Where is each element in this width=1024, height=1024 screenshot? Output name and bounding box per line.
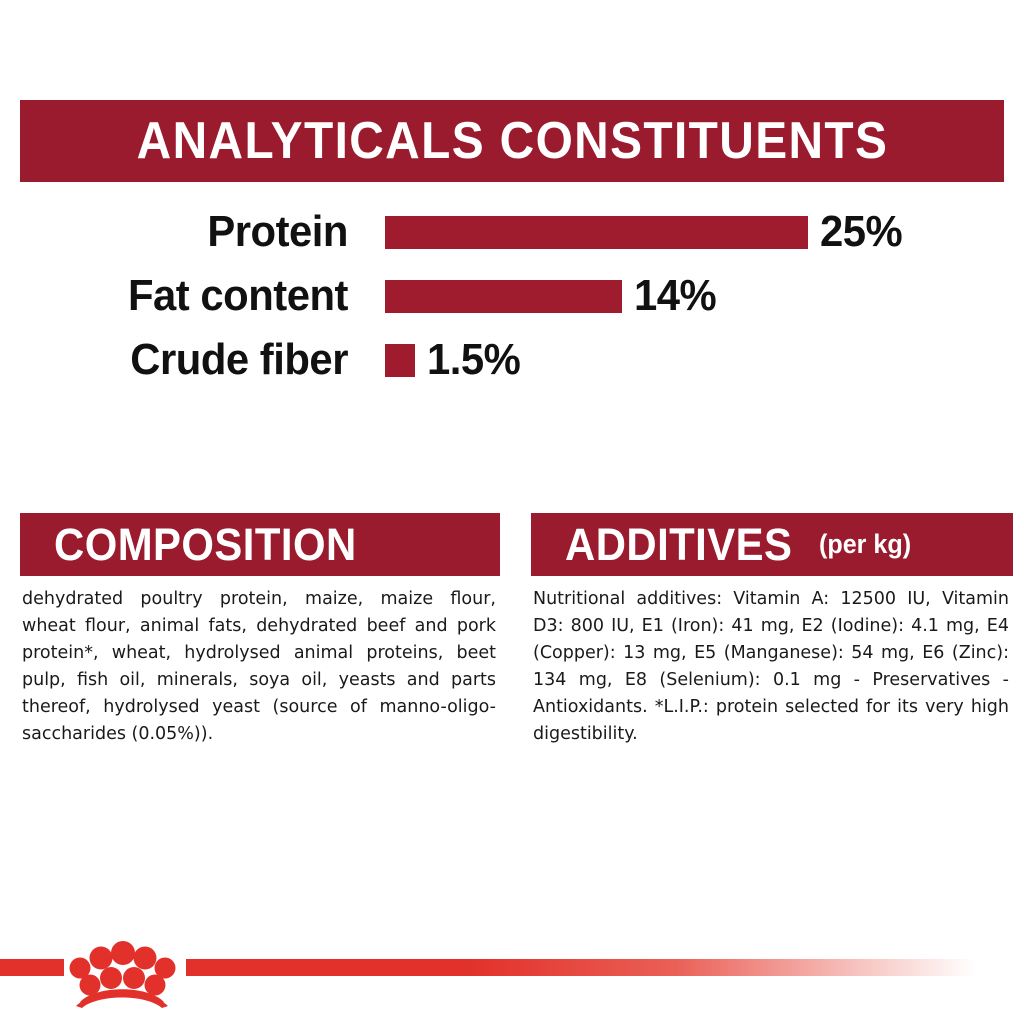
page-title: ANALYTICALS CONSTITUENTS bbox=[136, 112, 888, 170]
royal-canin-crown-icon bbox=[66, 930, 178, 1008]
additives-banner: ADDITIVES (per kg) bbox=[531, 513, 1013, 576]
bar-group-fat-content: 14% bbox=[385, 271, 720, 321]
bar-value-protein: 25% bbox=[820, 207, 903, 256]
bar-crude-fiber bbox=[385, 343, 415, 377]
bar-fat-content bbox=[385, 279, 622, 313]
additives-heading: ADDITIVES bbox=[565, 518, 793, 570]
analyticals-constituents-banner: ANALYTICALS CONSTITUENTS bbox=[20, 100, 1004, 182]
composition-banner: COMPOSITION bbox=[20, 513, 500, 576]
composition-heading: COMPOSITION bbox=[54, 518, 357, 570]
footer bbox=[0, 930, 1024, 1024]
chart-row-crude-fiber: Crude fiber 1.5% bbox=[0, 328, 1024, 392]
additives-subheading: (per kg) bbox=[818, 529, 911, 559]
bar-label-fat-content: Fat content bbox=[127, 271, 349, 320]
bar-protein bbox=[385, 215, 808, 249]
bar-group-protein: 25% bbox=[385, 207, 907, 257]
analyticals-bar-chart: Protein 25% Fat content 14% Crude fiber … bbox=[0, 200, 1024, 392]
footer-rule-right bbox=[186, 959, 976, 976]
bar-value-fat-content: 14% bbox=[633, 271, 717, 320]
bar-label-crude-fiber: Crude fiber bbox=[130, 335, 348, 384]
additives-section: ADDITIVES (per kg) Nutritional additives… bbox=[531, 513, 1013, 748]
footer-rule-left bbox=[0, 959, 64, 976]
bar-group-crude-fiber: 1.5% bbox=[385, 335, 525, 385]
bar-label-protein: Protein bbox=[207, 207, 348, 256]
composition-section: COMPOSITION dehydrated poultry protein, … bbox=[20, 513, 500, 748]
chart-row-protein: Protein 25% bbox=[0, 200, 1024, 264]
additives-body-text: Nutritional additives: Vitamin A: 12500 … bbox=[533, 589, 1009, 744]
bar-value-crude-fiber: 1.5% bbox=[427, 335, 521, 384]
info-columns: COMPOSITION dehydrated poultry protein, … bbox=[0, 513, 1024, 748]
chart-row-fat-content: Fat content 14% bbox=[0, 264, 1024, 328]
composition-body-text: dehydrated poultry protein, maize, maize… bbox=[22, 589, 496, 744]
